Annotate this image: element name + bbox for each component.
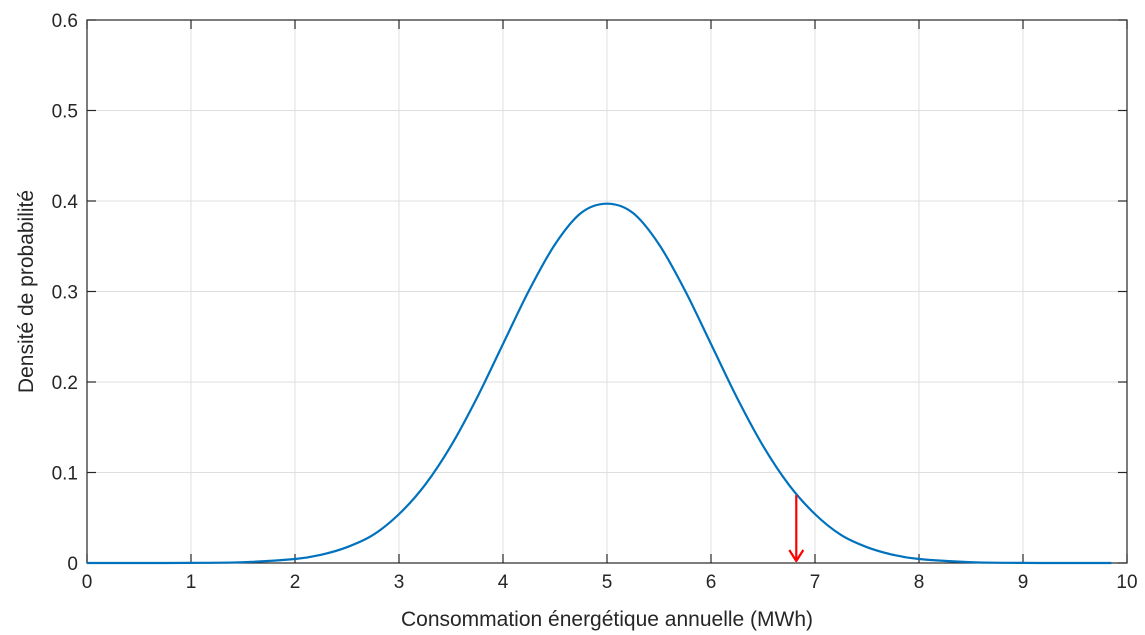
y-tick-label: 0.1 bbox=[52, 464, 78, 485]
y-tick-label: 0.4 bbox=[52, 192, 79, 213]
x-axis-ticks: 0 1 2 3 4 5 6 7 8 9 10 bbox=[82, 20, 1138, 593]
x-tick-label: 6 bbox=[706, 572, 717, 593]
x-tick-label: 10 bbox=[1116, 572, 1137, 593]
x-tick-label: 0 bbox=[82, 572, 93, 593]
x-tick-label: 8 bbox=[914, 572, 925, 593]
y-tick-label: 0.5 bbox=[52, 102, 78, 123]
x-tick-label: 1 bbox=[186, 572, 197, 593]
y-axis-label: Densité de probabilité bbox=[15, 190, 38, 393]
y-tick-label: 0.6 bbox=[52, 11, 78, 32]
annotations bbox=[788, 495, 805, 563]
annotation-arrow-head bbox=[788, 549, 805, 563]
x-tick-label: 4 bbox=[498, 572, 509, 593]
x-tick-label: 7 bbox=[810, 572, 821, 593]
x-tick-label: 9 bbox=[1018, 572, 1029, 593]
x-axis-label: Consommation énergétique annuelle (MWh) bbox=[401, 608, 813, 631]
density-curve bbox=[86, 202, 1112, 565]
y-tick-label: 0 bbox=[67, 554, 78, 575]
x-tick-label: 2 bbox=[290, 572, 301, 593]
x-tick-label: 3 bbox=[394, 572, 405, 593]
y-axis-ticks: 0 0.1 0.2 0.3 0.4 0.5 0.6 bbox=[52, 11, 1127, 575]
y-tick-label: 0.2 bbox=[52, 373, 78, 394]
y-tick-label: 0.3 bbox=[52, 283, 78, 304]
x-tick-label: 5 bbox=[602, 572, 613, 593]
